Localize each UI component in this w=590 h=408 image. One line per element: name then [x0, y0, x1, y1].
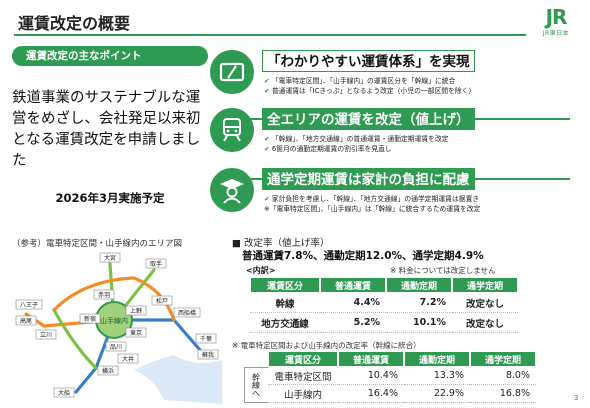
yamanote-label: 山手線内: [100, 316, 128, 325]
col-commuter: 通勤定期: [404, 351, 470, 367]
row-label: 山手線内: [268, 385, 338, 403]
point-2-bullet-2: 6箇月の通勤定期運賃の割引率を見直し: [264, 144, 584, 154]
logo-mark: JR: [545, 5, 568, 29]
station-matsudo: 松戸: [156, 297, 168, 305]
point-3-bullet-1: 家計負担を考慮し、「幹線」、「地方交通線」の通学定期運賃は据置き: [264, 194, 584, 204]
student-rate: 16.8%: [470, 385, 536, 403]
line-ofuna: [74, 366, 98, 394]
line-musashino-east: [132, 276, 176, 322]
point-1-bullet-2: 普通運賃は「ICきっぷ」となるよう改定（小児の一部区間を除く）: [264, 86, 584, 96]
station-shinagawa: 品川: [110, 344, 122, 351]
station-tachikawa: 立川: [40, 331, 52, 339]
point-1-bullets: 「電車特定区間」、「山手線内」の運賃区分を「幹線」に統合 普通運賃は「ICきっぷ…: [264, 76, 584, 96]
fare-note: ※ 料金については改定しません: [390, 266, 496, 275]
area-map: 山手線内 大宮 取手 松戸 赤羽 上野 東京 新宿 品川 立川 八王子 高尾: [14, 250, 222, 404]
point-3-bullets: 家計負担を考慮し、「幹線」、「地方交通線」の通学定期運賃は据置き ※「電車特定区…: [264, 194, 584, 214]
commuter-rate: 22.9%: [404, 385, 470, 403]
student-rate: 改定なし: [452, 293, 518, 313]
point-3: 通学定期運賃は家計の負担に配慮 家計負担を考慮し、「幹線」、「地方交通線」の通学…: [210, 168, 580, 224]
table-row: 地方交通線 5.2% 10.1% 改定なし: [250, 313, 518, 333]
point-3-title: 通学定期運賃は家計の負担に配慮: [262, 168, 475, 190]
merge-group-label: 幹線へ: [244, 367, 268, 403]
rates-heading: ■ 改定率（値上げ率）: [232, 238, 330, 249]
jr-east-logo: JR JR東日本: [532, 6, 580, 38]
row-label: 幹線: [250, 293, 320, 313]
logo-company-name: JR東日本: [542, 30, 570, 37]
station-ueno: 上野: [130, 307, 142, 315]
station-nishi-funabashi: 西船橋: [178, 309, 196, 317]
station-hachioji: 八王子: [20, 302, 38, 309]
row-label: 電車特定区間: [268, 367, 338, 385]
merged-rates-table: 運賃区分 普通運賃 通勤定期 通学定期 幹線へ 電車特定区間 10.4% 13.…: [244, 351, 536, 403]
regular-rate: 16.4%: [338, 385, 404, 403]
col-regular: 普通運賃: [320, 277, 386, 293]
station-chiba: 千葉: [200, 335, 212, 343]
point-1-title: 「わかりやすい運賃体系」を実現: [262, 50, 475, 72]
page-title: 運賃改定の概要: [18, 14, 131, 33]
point-2-bullets: 「幹線」、「地方交通線」の普通運賃・通勤定期運賃を改定 6箇月の通勤定期運賃の割…: [264, 134, 584, 154]
rates-table: 運賃区分 普通運賃 通勤定期 通学定期 幹線 4.4% 7.2% 改定なし 地方…: [250, 277, 518, 333]
lead-statement: 鉄道事業のサステナブルな運営をめざし、会社発足以来初となる運賃改定を申請しました: [12, 90, 201, 169]
train-icon: [210, 108, 254, 152]
station-takao: 高尾: [20, 317, 32, 325]
station-omiya: 大宮: [104, 254, 116, 262]
regular-rate: 5.2%: [320, 313, 386, 333]
rates-table-header: 運賃区分 普通運賃 通勤定期 通学定期: [250, 277, 518, 293]
line-musashino: [52, 276, 136, 312]
rates-summary: 普通運賃7.8%、通勤定期12.0%、通学定期4.9%: [242, 250, 484, 262]
point-3-note: ※「電車特定区間」、「山手線内」は「幹線」に統合するため運賃を改定: [264, 205, 481, 213]
point-2: 全エリアの運賃を改定（値上げ） 「幹線」、「地方交通線」の普通運賃・通勤定期運賃…: [210, 108, 580, 162]
point-1-bullet-1: 「電車特定区間」、「山手線内」の運賃区分を「幹線」に統合: [264, 76, 584, 86]
point-2-bullet-1: 「幹線」、「地方交通線」の普通運賃・通勤定期運賃を改定: [264, 134, 584, 144]
point-2-title: 全エリアの運賃を改定（値上げ）: [262, 108, 475, 130]
station-tokyo: 東京: [130, 329, 142, 337]
title-underline: [14, 34, 526, 36]
main-points-heading: 運賃改定の主なポイント: [12, 46, 208, 66]
col-category: 運賃区分: [268, 351, 338, 367]
student-rate: 改定なし: [452, 313, 518, 333]
station-yokohama: 横浜: [102, 367, 114, 375]
station-oi: 大井: [122, 355, 134, 363]
trunk-note: ※ 電車特定区間および山手線内の改定率（幹線に統合）: [232, 341, 421, 350]
col-category: 運賃区分: [250, 277, 320, 293]
commuter-rate: 10.1%: [386, 313, 452, 333]
table-row: 山手線内 16.4% 22.9% 16.8%: [244, 385, 536, 403]
tokyo-bay: [134, 355, 222, 404]
table-row: 幹線へ 電車特定区間 10.4% 13.3% 8.0%: [244, 367, 536, 403]
col-student: 通学定期: [470, 351, 536, 367]
col-regular: 普通運賃: [338, 351, 404, 367]
col-commuter: 通勤定期: [386, 277, 452, 293]
line-nambu: [52, 308, 98, 370]
regular-rate: 4.4%: [320, 293, 386, 313]
map-caption: （参考）電車特定区間・山手線内のエリア図: [12, 239, 183, 249]
commuter-rate: 7.2%: [386, 293, 452, 313]
station-akabane: 赤羽: [98, 292, 110, 299]
station-toride: 取手: [150, 260, 162, 268]
student-rate: 8.0%: [470, 367, 536, 385]
station-ofuna: 大船: [58, 389, 70, 397]
station-shinjuku: 新宿: [84, 315, 96, 323]
commuter-rate: 13.3%: [404, 367, 470, 385]
station-soga: 蘇我: [202, 351, 214, 359]
point-1: 「わかりやすい運賃体系」を実現 「電車特定区間」、「山手線内」の運賃区分を「幹線…: [210, 50, 580, 100]
header-spacer: [244, 351, 268, 367]
merged-table-header: 運賃区分 普通運賃 通勤定期 通学定期: [244, 351, 536, 367]
ticket-card-icon: [210, 50, 254, 94]
row-label: 地方交通線: [250, 313, 320, 333]
table-row: 幹線 4.4% 7.2% 改定なし: [250, 293, 518, 313]
col-student: 通学定期: [452, 277, 518, 293]
implementation-date: 2026年3月実施予定: [55, 191, 165, 205]
line-chiba: [172, 318, 202, 352]
student-icon: [210, 168, 254, 212]
page-number: 3: [574, 394, 579, 402]
regular-rate: 10.4%: [338, 367, 404, 385]
breakdown-label: <内訳>: [246, 266, 276, 275]
